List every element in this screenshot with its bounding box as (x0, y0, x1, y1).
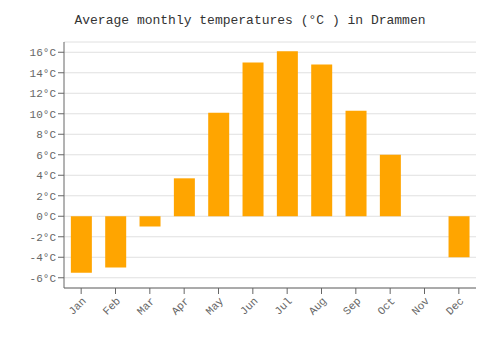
svg-text:4°C: 4°C (36, 170, 56, 182)
svg-text:Jul: Jul (272, 295, 294, 317)
svg-text:12°C: 12°C (30, 88, 57, 100)
html-text:Average monthly temperatures (: Average monthly temperatures (°C ) in Dr… (74, 13, 426, 28)
svg-text:2°C: 2°C (36, 191, 56, 203)
svg-text:8°C: 8°C (36, 129, 56, 141)
svg-text:-2°C: -2°C (30, 232, 57, 244)
svg-text:Mar: Mar (135, 295, 157, 317)
svg-text:-6°C: -6°C (30, 273, 57, 285)
svg-text:Aug: Aug (307, 295, 329, 317)
svg-text:Apr: Apr (169, 295, 191, 317)
svg-text:-4°C: -4°C (30, 252, 57, 264)
svg-text:Nov: Nov (410, 295, 433, 318)
svg-text:May: May (204, 295, 227, 318)
svg-text:Dec: Dec (444, 295, 466, 317)
svg-text:10°C: 10°C (30, 109, 57, 121)
svg-text:0°C: 0°C (36, 211, 56, 223)
svg-text:Oct: Oct (375, 295, 397, 317)
svg-text:Jan: Jan (66, 295, 88, 317)
svg-text:Jun: Jun (238, 295, 260, 317)
svg-text:6°C: 6°C (36, 150, 56, 162)
svg-text:Sep: Sep (341, 295, 363, 317)
svg-text:14°C: 14°C (30, 68, 57, 80)
svg-text:16°C: 16°C (30, 47, 57, 59)
svg-text:Feb: Feb (101, 295, 123, 317)
